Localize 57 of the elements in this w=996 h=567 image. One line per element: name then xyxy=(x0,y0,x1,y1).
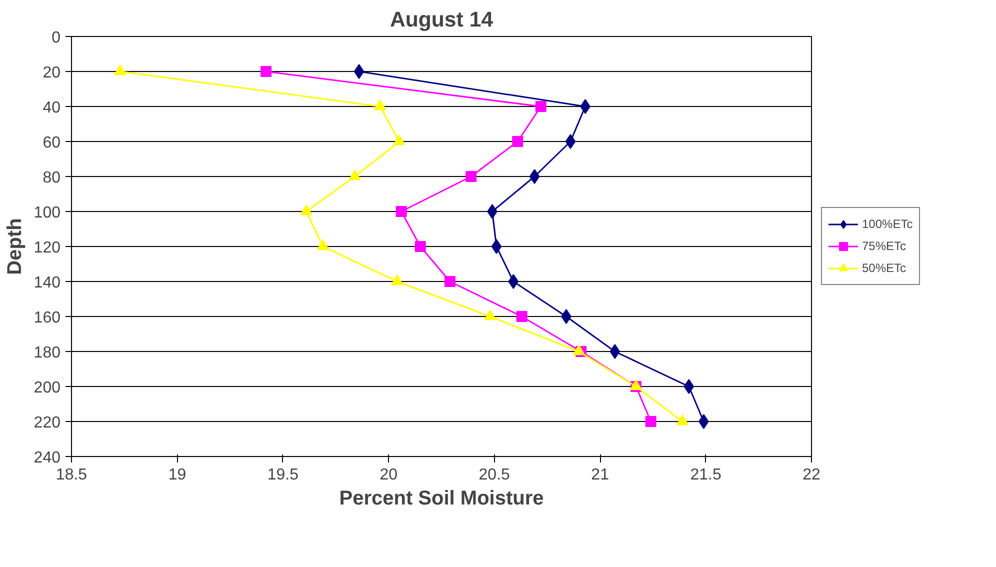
point xyxy=(300,204,312,216)
chart-title: August 14 xyxy=(390,8,494,32)
y-tick-label: 180 xyxy=(34,344,61,362)
point xyxy=(561,309,572,324)
y-tick-label: 60 xyxy=(42,134,61,152)
point xyxy=(565,134,576,149)
point xyxy=(645,416,656,427)
point xyxy=(374,100,386,110)
legend-label: 100%ETc xyxy=(862,217,913,231)
y-tick-label: 100 xyxy=(34,204,61,222)
x-tick-label: 22 xyxy=(802,466,820,484)
point xyxy=(414,241,426,252)
point xyxy=(348,170,361,180)
point xyxy=(535,101,546,112)
point xyxy=(114,64,126,76)
y-tick-label: 160 xyxy=(34,310,61,326)
x-tick-label: 20 xyxy=(380,466,398,484)
point xyxy=(444,276,456,287)
point xyxy=(516,311,528,322)
y-tick-label: 200 xyxy=(34,380,61,396)
point xyxy=(484,310,496,320)
point xyxy=(466,171,477,182)
point xyxy=(491,239,502,254)
point xyxy=(354,64,364,79)
point xyxy=(676,414,689,426)
x-tick-label: 21 xyxy=(591,466,610,484)
y-axis-title: Depth xyxy=(4,218,26,275)
x-tick-label: 20.5 xyxy=(478,466,510,484)
x-tick-label: 18.5 xyxy=(56,466,88,484)
y-tick-label: 80 xyxy=(42,170,61,186)
point xyxy=(317,240,330,250)
point xyxy=(580,99,590,114)
point xyxy=(508,274,519,289)
x-tick-label: 19.5 xyxy=(267,466,299,484)
point xyxy=(572,344,585,356)
point xyxy=(698,414,709,429)
point xyxy=(396,206,407,217)
legend-label: 50%ETc xyxy=(862,261,906,275)
y-tick-label: 120 xyxy=(34,240,61,256)
point xyxy=(610,344,620,359)
legend-label: 75%ETc xyxy=(862,239,906,253)
y-tick-label: 140 xyxy=(34,274,61,292)
y-tick-label: 240 xyxy=(34,450,61,466)
x-tick-label: 19 xyxy=(168,466,186,484)
point xyxy=(529,169,540,184)
y-tick-label: 0 xyxy=(52,30,61,46)
point xyxy=(260,66,272,77)
y-tick-label: 40 xyxy=(42,100,61,116)
point xyxy=(684,379,694,394)
point xyxy=(391,274,404,286)
x-tick-label: 21.5 xyxy=(690,466,722,484)
point xyxy=(487,204,498,219)
y-tick-label: 20 xyxy=(42,64,61,82)
point xyxy=(393,134,406,146)
x-axis-title: Percent Soil Moisture xyxy=(339,488,544,510)
y-tick-label: 220 xyxy=(34,414,61,432)
point xyxy=(512,136,524,147)
